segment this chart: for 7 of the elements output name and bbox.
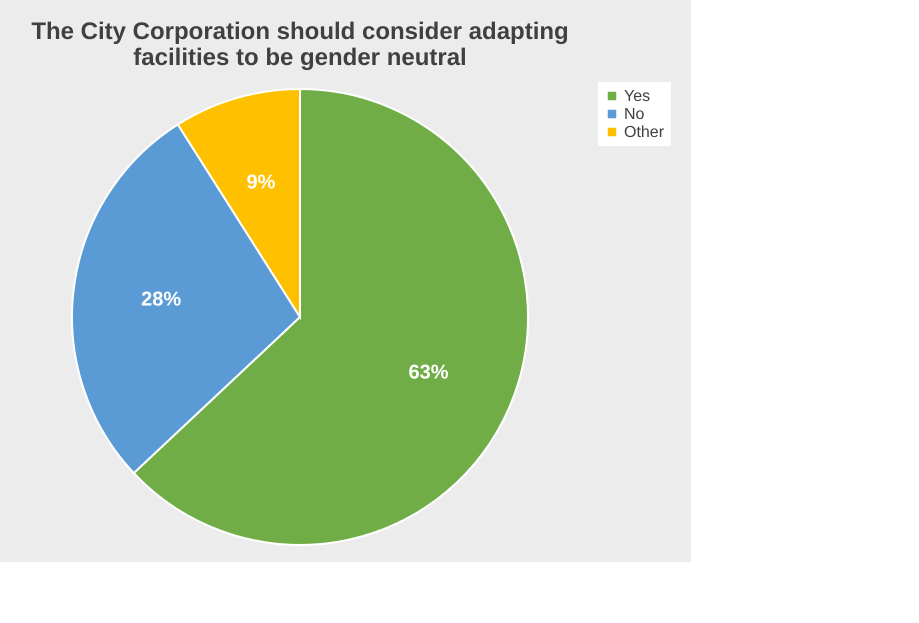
data-label: 63%	[408, 362, 449, 384]
legend-label: Yes	[624, 88, 650, 105]
data-label: 9%	[246, 172, 276, 194]
legend-label: No	[624, 106, 645, 123]
data-label: 28%	[141, 288, 182, 310]
legend-label: Other	[624, 124, 665, 141]
chart-title: The City Corporation should consider adapting facilities to be gender neutral	[31, 18, 569, 71]
